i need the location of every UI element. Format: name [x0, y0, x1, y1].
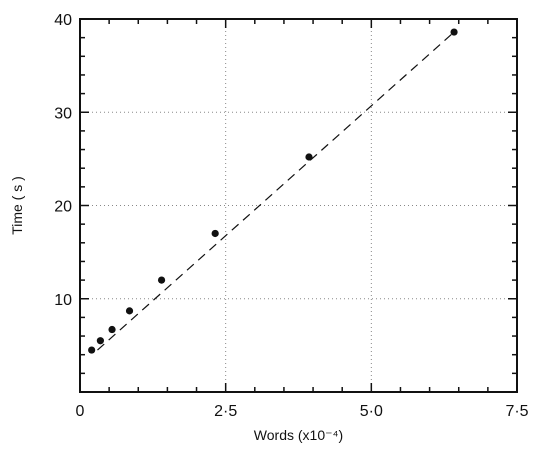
x-tick-label: 0	[76, 403, 85, 420]
y-tick-label: 20	[54, 199, 72, 216]
data-point	[108, 325, 116, 334]
data-point	[88, 346, 96, 354]
labels-layer: Words (x10⁻⁴) Time ( s )	[9, 176, 343, 443]
x-tick-label: 2·5	[214, 403, 237, 420]
fit-layer	[97, 31, 455, 351]
points-layer	[88, 28, 458, 354]
data-point	[305, 153, 313, 161]
grid-layer	[80, 19, 517, 392]
x-tick-label: 7·5	[505, 403, 528, 420]
data-point	[450, 28, 458, 36]
plot-frame	[79, 18, 518, 393]
axes-layer	[79, 18, 518, 393]
ticks-layer: 10 20 30 40 0 2·5 5·0 7·5	[54, 12, 528, 420]
y-tick-label: 30	[54, 105, 72, 122]
data-point	[211, 229, 219, 238]
x-axis-label: Words (x10⁻⁴)	[254, 427, 343, 443]
data-point	[96, 337, 104, 345]
data-point	[125, 307, 134, 315]
y-axis-label: Time ( s )	[9, 176, 25, 235]
y-tick-label: 10	[54, 292, 72, 309]
fit-line	[97, 31, 455, 351]
y-tick-label: 40	[54, 12, 72, 29]
data-point	[157, 276, 166, 284]
x-tick-label: 5·0	[360, 403, 383, 420]
